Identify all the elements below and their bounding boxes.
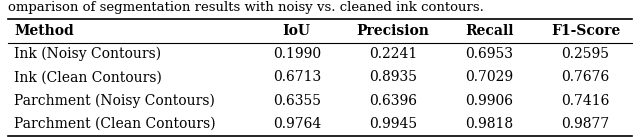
Text: omparison of segmentation results with noisy vs. cleaned ink contours.: omparison of segmentation results with n… [8, 1, 484, 14]
